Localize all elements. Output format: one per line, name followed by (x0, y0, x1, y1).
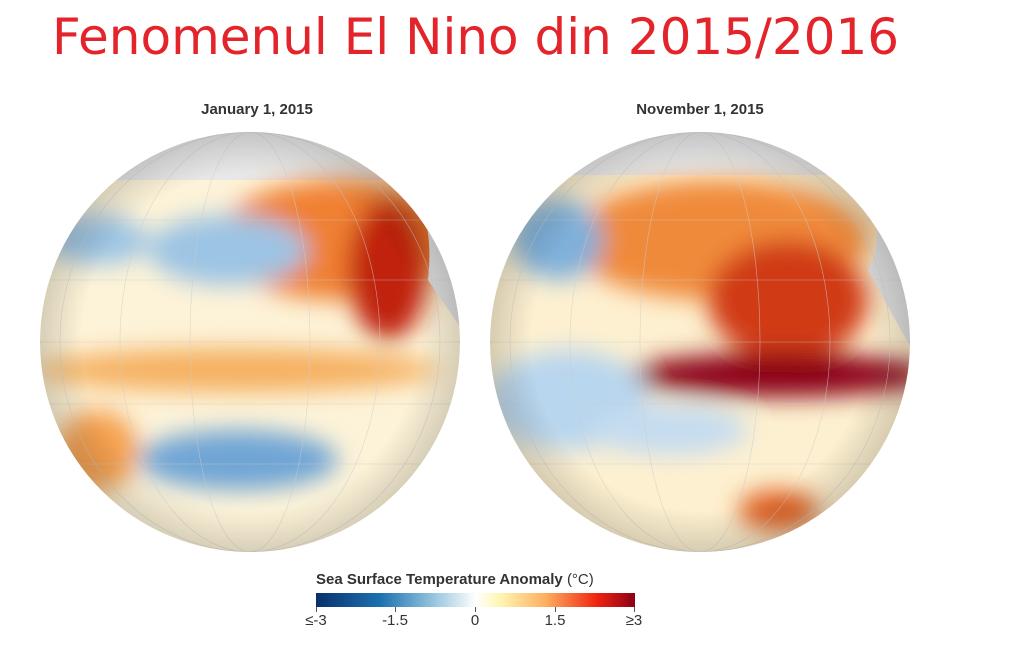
colorbar (316, 593, 635, 607)
globe-map-november-2015 (490, 132, 910, 552)
colorbar-tick-label: 1.5 (544, 612, 566, 629)
colorbar-tick (395, 607, 396, 612)
colorbar-tick (634, 607, 635, 612)
colorbar-tick (316, 607, 317, 612)
colorbar-tick-label: ≤-3 (305, 612, 327, 629)
globe-map-january-2015 (40, 132, 460, 552)
colorbar-tick-label: 0 (470, 612, 480, 629)
colorbar-tick (555, 607, 556, 612)
colorbar-tick-label: -1.5 (382, 612, 408, 629)
slide-title: Fenomenul El Nino din 2015/2016 (52, 8, 900, 66)
panel-date-left: January 1, 2015 (201, 101, 313, 118)
colorbar-title: Sea Surface Temperature Anomaly (°C) (316, 571, 594, 588)
colorbar-tick (475, 607, 476, 612)
colorbar-tick-label: ≥3 (625, 612, 643, 629)
panel-date-right: November 1, 2015 (636, 101, 764, 118)
